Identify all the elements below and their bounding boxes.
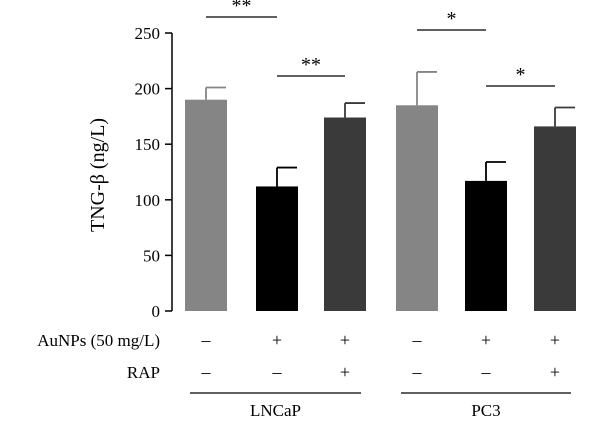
- condition-sign: +: [340, 330, 350, 350]
- y-tick-label: 250: [135, 24, 161, 43]
- condition-sign: +: [481, 330, 491, 350]
- group-label: PC3: [471, 401, 500, 420]
- condition-label: AuNPs (50 mg/L): [37, 331, 160, 350]
- bar: [396, 105, 438, 311]
- bar: [256, 186, 298, 311]
- condition-sign: +: [340, 362, 350, 382]
- condition-sign: –: [272, 362, 283, 382]
- y-tick-label: 100: [135, 191, 161, 210]
- condition-sign: +: [550, 362, 560, 382]
- condition-sign: –: [201, 330, 212, 350]
- group-labels: LNCaP PC3: [190, 392, 571, 420]
- y-tick-label: 150: [135, 135, 161, 154]
- y-tick-label: 200: [135, 80, 161, 99]
- bar: [465, 180, 507, 311]
- significance-label: *: [447, 8, 457, 30]
- group-label: LNCaP: [250, 401, 301, 420]
- significance-label: **: [232, 0, 252, 17]
- condition-sign: –: [481, 362, 492, 382]
- y-axis: 0 50 100 150 200 250: [135, 24, 173, 321]
- significance-brackets: ******: [206, 0, 555, 87]
- error-bars: [205, 71, 575, 187]
- condition-sign: –: [412, 330, 423, 350]
- condition-sign: –: [201, 362, 212, 382]
- significance-label: **: [301, 54, 321, 76]
- significance-label: *: [516, 64, 526, 86]
- y-tick-label: 50: [143, 246, 160, 265]
- bar: [534, 126, 576, 312]
- bars: [185, 99, 576, 312]
- y-axis-title: TNG-β (ng/L): [87, 118, 109, 232]
- condition-sign: –: [412, 362, 423, 382]
- condition-label: RAP: [127, 363, 160, 382]
- condition-sign: +: [272, 330, 282, 350]
- bar: [185, 99, 227, 311]
- bar: [324, 117, 366, 312]
- condition-sign: +: [550, 330, 560, 350]
- condition-table: AuNPs (50 mg/L) – + + – + + RAP – – + – – +: [37, 330, 560, 382]
- y-tick-label: 0: [152, 302, 161, 321]
